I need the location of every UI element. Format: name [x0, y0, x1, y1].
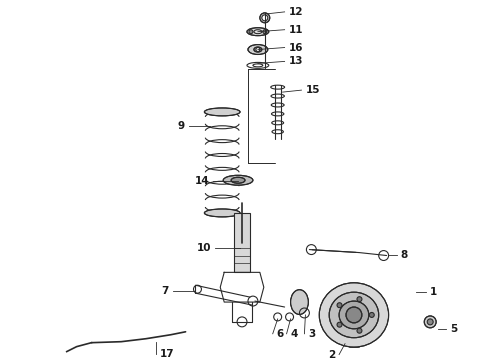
- Ellipse shape: [204, 209, 240, 217]
- Ellipse shape: [291, 290, 308, 314]
- Bar: [234, 213, 250, 273]
- Circle shape: [337, 303, 342, 308]
- Circle shape: [346, 307, 362, 323]
- Text: 11: 11: [289, 25, 303, 35]
- Text: 8: 8: [400, 249, 408, 260]
- Circle shape: [256, 48, 260, 51]
- Text: 17: 17: [160, 348, 174, 359]
- Ellipse shape: [204, 108, 240, 116]
- Circle shape: [337, 322, 342, 327]
- Circle shape: [260, 13, 270, 23]
- Ellipse shape: [329, 292, 379, 338]
- Text: 7: 7: [161, 286, 169, 296]
- Circle shape: [262, 15, 268, 21]
- Text: 4: 4: [291, 329, 298, 339]
- Text: 12: 12: [289, 7, 303, 17]
- Text: 5: 5: [450, 324, 457, 334]
- Text: 10: 10: [197, 243, 211, 253]
- Ellipse shape: [254, 47, 262, 52]
- Ellipse shape: [247, 28, 269, 36]
- Text: 13: 13: [289, 57, 303, 66]
- Text: 1: 1: [430, 287, 438, 297]
- Circle shape: [263, 30, 267, 34]
- Text: 16: 16: [289, 42, 303, 53]
- Text: 2: 2: [328, 350, 335, 360]
- Ellipse shape: [339, 301, 369, 329]
- Circle shape: [369, 312, 374, 318]
- Circle shape: [427, 319, 433, 325]
- Ellipse shape: [319, 283, 389, 347]
- Ellipse shape: [223, 175, 253, 185]
- Text: 14: 14: [195, 176, 209, 186]
- Text: 3: 3: [308, 329, 316, 339]
- Ellipse shape: [248, 45, 268, 54]
- Text: 9: 9: [177, 121, 185, 131]
- Circle shape: [249, 30, 253, 34]
- Circle shape: [357, 297, 362, 302]
- Circle shape: [424, 316, 436, 328]
- Text: 15: 15: [305, 85, 320, 95]
- Ellipse shape: [231, 177, 245, 183]
- Circle shape: [357, 328, 362, 333]
- Text: 6: 6: [277, 329, 284, 339]
